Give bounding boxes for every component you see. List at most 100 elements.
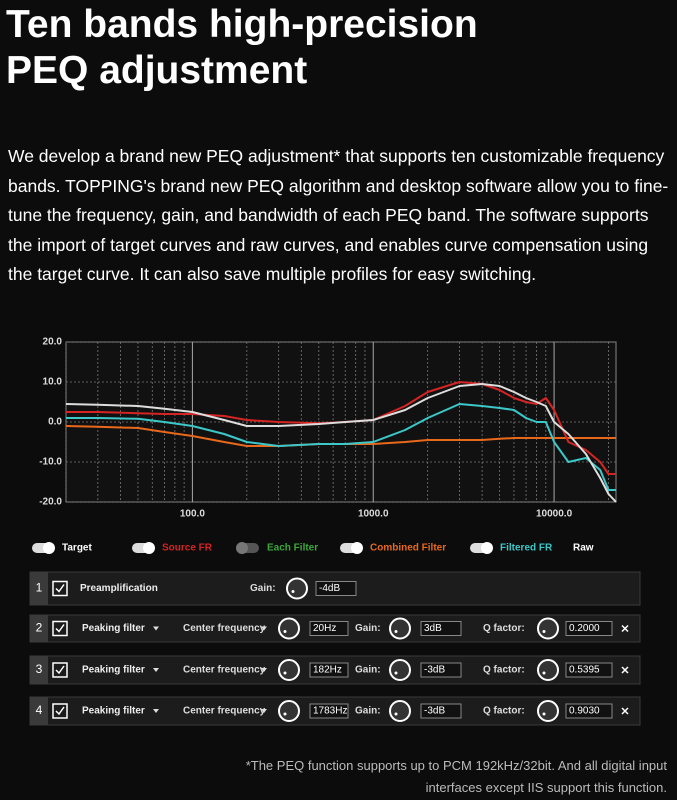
- filter-index: 2: [36, 621, 43, 635]
- input-box: [315, 581, 357, 596]
- gain-label: Gain:: [355, 706, 381, 717]
- dropdown-arrow[interactable]: [261, 709, 267, 713]
- q-label: Q factor:: [483, 623, 525, 634]
- footnote-line: *The PEQ function supports up to PCM 192…: [245, 758, 667, 773]
- index-box: [30, 656, 48, 684]
- input-box: [309, 703, 349, 719]
- gain-label: Gain:: [250, 583, 276, 594]
- knob-dot: [283, 671, 287, 675]
- knob[interactable]: [278, 617, 300, 640]
- legend-label: Filtered FR: [500, 543, 553, 554]
- y-tick-label: 0.0: [48, 417, 62, 428]
- check: [55, 665, 65, 675]
- dropdown-arrow[interactable]: [261, 668, 267, 672]
- knob[interactable]: [537, 700, 559, 722]
- knob[interactable]: [537, 617, 559, 640]
- toggle-knob: [481, 542, 493, 554]
- dropdown-arrow[interactable]: [261, 626, 267, 631]
- knob-dot: [542, 671, 546, 675]
- y-tick-label: -20.0: [39, 497, 62, 508]
- title: Ten bands high-precision PEQ adjustment: [6, 2, 478, 94]
- input-box: [565, 662, 613, 678]
- check: [55, 584, 65, 593]
- check: [55, 624, 65, 633]
- knob-dot: [394, 671, 398, 675]
- y-tick-label: -10.0: [39, 457, 62, 468]
- freq-label: Center frequency: [183, 706, 266, 717]
- toggle-knob: [236, 542, 248, 554]
- legend-label: Source FR: [162, 543, 213, 554]
- knob[interactable]: [537, 659, 559, 681]
- knob-dot: [291, 590, 295, 593]
- knob-dot: [283, 712, 287, 716]
- legend-label: Raw: [573, 543, 594, 554]
- checkbox[interactable]: [52, 703, 68, 719]
- input-value: 20Hz: [313, 623, 336, 634]
- toggle-knob: [143, 542, 155, 554]
- knob[interactable]: [389, 659, 411, 681]
- q-label: Q factor:: [483, 665, 525, 676]
- q-label: Q factor:: [483, 706, 525, 717]
- filter-type: Peaking filter: [82, 706, 145, 717]
- filter-type: Peaking filter: [82, 623, 145, 634]
- input-box: [565, 703, 613, 719]
- series-line: [66, 403, 616, 491]
- x-tick-label: 10000.0: [536, 509, 573, 520]
- remove-button[interactable]: [621, 707, 629, 715]
- knob-dot: [283, 630, 287, 633]
- input-box: [309, 662, 349, 678]
- x-tick-label: 1000.0: [358, 509, 389, 520]
- filter-index: 1: [36, 581, 43, 595]
- input-box: [565, 621, 613, 636]
- footnote-line: interfaces except IIS support this funct…: [425, 780, 667, 795]
- legend-label: Target: [62, 543, 92, 554]
- input-value: -3dB: [424, 665, 445, 676]
- input-box: [420, 662, 462, 678]
- knob-dot: [394, 630, 398, 633]
- knob-dot: [542, 712, 546, 716]
- input-value: 182Hz: [313, 665, 342, 676]
- title-line: PEQ adjustment: [6, 49, 308, 92]
- index-box: [30, 572, 48, 605]
- title-line: Ten bands high-precision: [6, 3, 478, 46]
- input-box: [420, 621, 462, 636]
- input-value: 0.9030: [569, 706, 600, 717]
- index-box: [30, 615, 48, 642]
- peq-ui: 100.0 1000.0 10000.0 20.0 10.0 0.0 -10.0 -20.0 T…: [29, 337, 641, 726]
- knob[interactable]: [278, 659, 300, 681]
- dropdown-arrow[interactable]: [153, 709, 159, 713]
- footnote: *The PEQ function supports up to PCM 192…: [246, 755, 667, 799]
- knob-dot: [542, 630, 546, 633]
- gain-label: Gain:: [355, 623, 381, 634]
- input-value: 0.5395: [569, 665, 600, 676]
- remove-button[interactable]: [621, 666, 629, 674]
- checkbox[interactable]: [52, 580, 68, 597]
- series-line: [65, 383, 617, 503]
- input-value: 3dB: [424, 623, 442, 634]
- legend-label: Each Filter: [267, 543, 318, 554]
- input-box: [309, 621, 349, 636]
- y-tick-label: 20.0: [43, 337, 63, 348]
- check: [55, 706, 65, 716]
- x-tick-label: 100.0: [180, 509, 205, 520]
- knob-dot: [394, 712, 398, 716]
- dropdown-arrow[interactable]: [153, 668, 159, 672]
- y-tick-label: 10.0: [43, 377, 63, 388]
- toggle-knob: [43, 542, 55, 554]
- description: We develop a brand new PEQ adjustment* t…: [8, 146, 669, 284]
- input-value: 1783Hz: [313, 706, 347, 717]
- remove-button[interactable]: [621, 624, 629, 633]
- knob[interactable]: [286, 577, 308, 600]
- input-box: [420, 703, 462, 719]
- checkbox[interactable]: [52, 662, 68, 678]
- knob[interactable]: [389, 617, 411, 640]
- legend-label: Combined Filter: [370, 543, 446, 554]
- knob[interactable]: [278, 700, 300, 722]
- filter-index: 3: [36, 662, 43, 676]
- gain-label: Gain:: [355, 665, 381, 676]
- checkbox[interactable]: [52, 620, 68, 637]
- index-box: [30, 697, 48, 725]
- dropdown-arrow[interactable]: [153, 626, 159, 631]
- knob[interactable]: [389, 700, 411, 722]
